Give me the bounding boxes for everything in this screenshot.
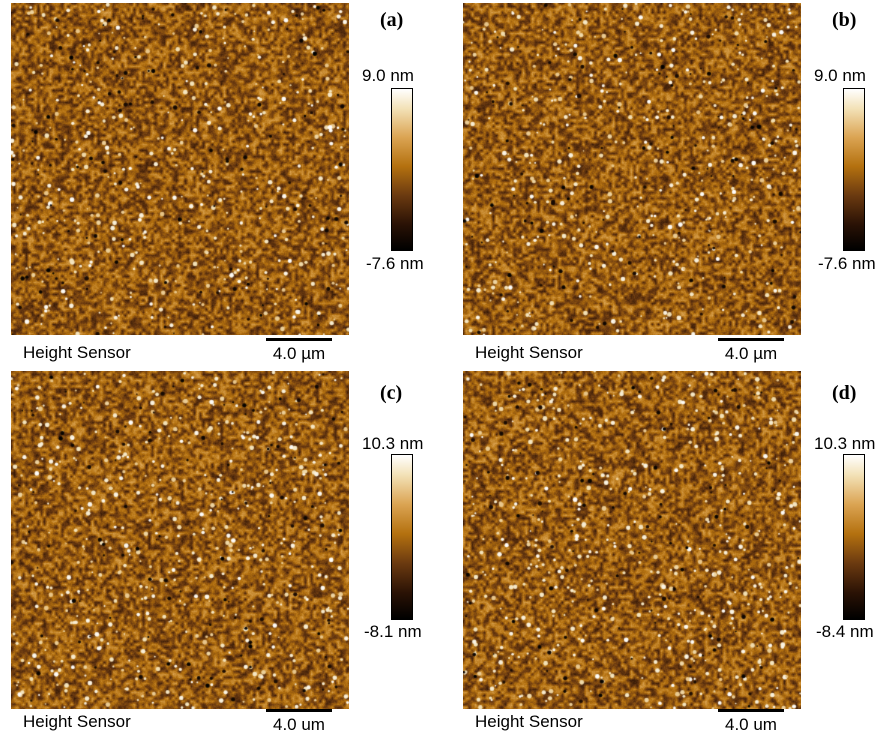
height-colorbar <box>391 454 413 620</box>
scale-bar <box>718 338 784 341</box>
scale-bar <box>266 709 332 712</box>
afm-panel-b: (b) 9.0 nm -7.6 nm Height Sensor 4.0 µm <box>452 0 891 368</box>
colorbar-min-label: -7.6 nm <box>366 254 424 273</box>
scale-bar-label: 4.0 µm <box>272 344 326 363</box>
afm-height-image <box>463 371 801 709</box>
afm-height-image <box>11 3 349 335</box>
channel-caption: Height Sensor <box>475 343 583 362</box>
height-colorbar <box>391 88 413 251</box>
panel-label: (c) <box>380 382 403 404</box>
channel-caption: Height Sensor <box>475 712 583 731</box>
channel-caption: Height Sensor <box>23 343 131 362</box>
panel-label: (b) <box>832 9 857 31</box>
afm-panel-a: (a) 9.0 nm -7.6 nm Height Sensor 4.0 µm <box>0 0 445 368</box>
afm-height-image <box>11 371 349 709</box>
afm-height-image <box>463 3 801 335</box>
afm-panel-c: (c) 10.3 nm -8.1 nm Height Sensor 4.0 um <box>0 368 445 736</box>
scale-bar-label: 4.0 um <box>273 715 325 734</box>
colorbar-min-label: -7.6 nm <box>818 254 876 273</box>
colorbar-max-label: 9.0 nm <box>814 66 866 85</box>
scale-bar <box>718 709 784 712</box>
colorbar-max-label: 10.3 nm <box>362 434 424 453</box>
height-colorbar <box>843 454 865 620</box>
scale-bar-label: 4.0 µm <box>724 344 778 363</box>
panel-label: (d) <box>832 382 857 404</box>
colorbar-max-label: 10.3 nm <box>814 434 876 453</box>
afm-panel-d: (d) 10.3 nm -8.4 nm Height Sensor 4.0 um <box>452 368 891 736</box>
panel-label: (a) <box>380 9 404 31</box>
scale-bar <box>266 338 332 341</box>
colorbar-min-label: -8.4 nm <box>816 622 874 641</box>
colorbar-min-label: -8.1 nm <box>364 622 422 641</box>
height-colorbar <box>843 88 865 251</box>
colorbar-max-label: 9.0 nm <box>362 66 414 85</box>
channel-caption: Height Sensor <box>23 712 131 731</box>
scale-bar-label: 4.0 um <box>725 715 777 734</box>
